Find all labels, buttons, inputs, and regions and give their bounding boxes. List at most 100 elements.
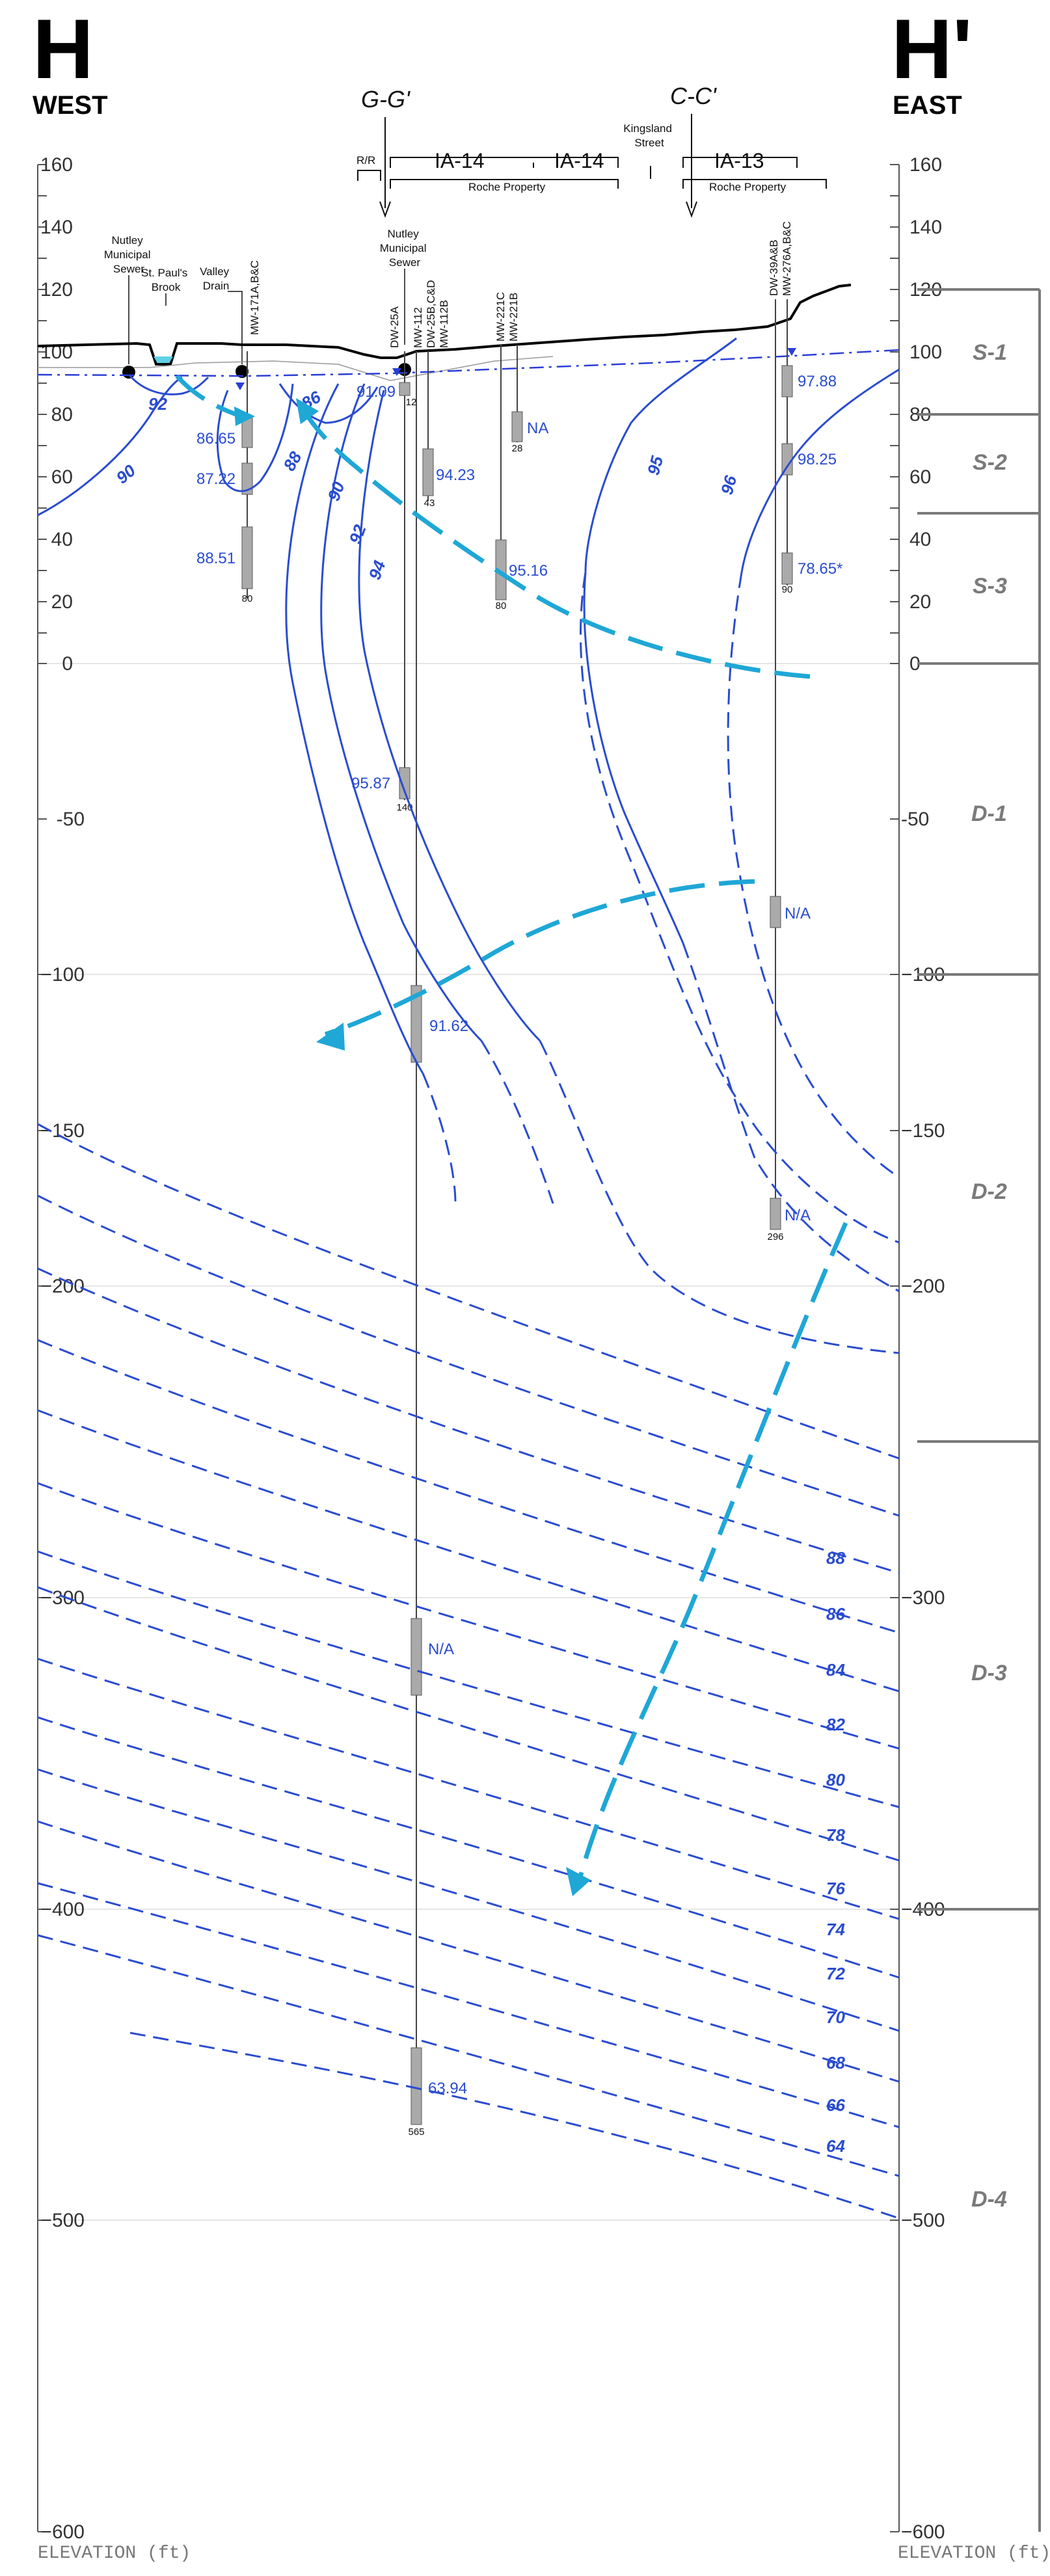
zone-boundaries [917,288,1040,1911]
contour-label: 74 [826,1920,845,1939]
rr-label: R/R [357,154,375,167]
west-label: WEST [33,91,108,120]
right-tick-label: −500 [901,2210,945,2231]
well-depth-label: 80 [496,600,507,611]
zone-label-d3: D-3 [971,1661,1007,1685]
head-value: N/A [428,1641,454,1658]
cc-pointer [686,114,697,218]
left-tick-label: −500 [40,2210,85,2231]
contour-label: 90 [113,461,140,488]
well-depth-label: 565 [408,2127,424,2138]
head-value: 91.62 [429,1017,468,1035]
ia14-b-label: IA-14 [554,149,604,172]
head-values: 86.65 87.22 88.51 91.09 94.23 NA 95.16 9… [196,373,842,2097]
contour-label: 76 [826,1879,845,1898]
site-brackets [357,157,827,189]
well-id-mw112b: MW-112B [438,300,450,348]
zone-label-d4: D-4 [971,2187,1007,2212]
left-axis-title: ELEVATION (ft) [38,2543,191,2564]
section-start-letter: H [33,1,94,96]
head-value: N/A [785,905,811,922]
well-depth-label: 28 [512,443,523,454]
section-end-letter: H' [891,1,973,96]
head-value: 87.22 [196,470,236,488]
zone-label-d1: D-1 [971,801,1007,826]
contour-label: 82 [826,1715,845,1734]
well-depth-label: 12 [406,397,417,408]
head-value: 95.87 [351,775,390,792]
left-tick-label: −400 [40,1899,85,1920]
contour-label: 64 [826,2136,845,2156]
well-id-mw112: MW-112 [412,307,424,348]
contour-label: 95 [643,453,667,477]
valley-drain-marker [236,365,249,378]
right-tick-label: 0 [909,653,921,675]
valley-drain-label: Valley Drain [200,265,232,292]
left-tick-label: −600 [40,2521,85,2543]
well-id-dw25b: DW-25B,C&D [425,280,437,348]
right-tick-label: 60 [909,466,931,488]
kingsland-street-label: Kingsland Street [623,122,675,149]
left-tick-label: 20 [51,591,73,613]
shallow-contours [37,337,900,1074]
east-label: EAST [893,91,962,120]
right-tick-label: −600 [901,2521,945,2543]
left-axis-labels: 160 140 120 100 80 60 40 20 0 -50 −100 −… [40,154,85,2543]
gg-pointer [379,117,391,218]
head-value: 88.51 [196,550,236,567]
contour-label: 66 [826,2095,845,2115]
right-tick-label: −150 [901,1120,945,1142]
right-axis-ticks [890,164,899,2532]
zone-label-d2: D-2 [971,1179,1007,1204]
contour-label: 70 [826,2007,845,2027]
ground-surface [37,284,852,366]
right-tick-label: 40 [909,529,931,550]
well-depth-label: 90 [782,584,793,595]
well-id-labels: MW-171A,B&C DW-25A MW-112 DW-25B,C&D MW-… [249,221,793,348]
contour-label: 84 [826,1660,845,1680]
water-level-marker [236,382,245,390]
left-tick-label: 40 [51,529,73,550]
dashed-contours-upper [422,572,900,1354]
well-id-mw221b: MW-221B [507,293,520,342]
left-tick-label: −100 [40,964,85,986]
contour-label: 88 [826,1548,845,1568]
well-screens [241,365,793,2125]
contour-label: 92 [345,522,370,546]
contour-label: 72 [826,1964,845,1983]
left-tick-label: 80 [51,404,73,425]
contour-label: 86 [826,1604,845,1624]
head-value: 94.23 [436,466,475,484]
well-depth-label: 80 [242,593,253,604]
contour-label: 90 [323,479,348,503]
water-table-line [37,349,900,377]
right-tick-label: −200 [901,1276,945,1297]
sewer-west-marker [122,366,135,379]
well-casings [247,299,788,2121]
contour-label: 68 [826,2053,845,2073]
left-tick-label: 160 [40,154,73,176]
head-value: 98.25 [798,451,837,468]
head-value: 86.65 [196,430,236,448]
well-depth-label: 43 [424,498,435,509]
left-tick-label: 120 [40,279,73,301]
right-tick-label: 20 [909,591,931,613]
left-axis-ticks [38,164,47,2532]
subsurface-fill-line [38,356,554,381]
nutley-sewer-west-label: Nutley Municipal Sewer [104,234,154,275]
well-id-mw221c: MW-221C [494,292,507,342]
head-value: NA [527,420,548,437]
zone-label-s1: S-1 [973,340,1007,365]
water-level-marker [787,348,796,356]
left-tick-label: 140 [40,217,73,238]
cross-section-gg-label: G-G' [361,86,411,113]
contour-label: 80 [826,1770,845,1790]
water-level-marker [392,368,401,376]
well-id-mw171: MW-171A,B&C [249,260,261,335]
left-tick-label: 0 [62,653,73,675]
label-leaders [128,269,405,364]
right-tick-label: -50 [901,809,929,830]
head-value: N/A [785,1207,811,1224]
st-pauls-brook [154,356,173,363]
